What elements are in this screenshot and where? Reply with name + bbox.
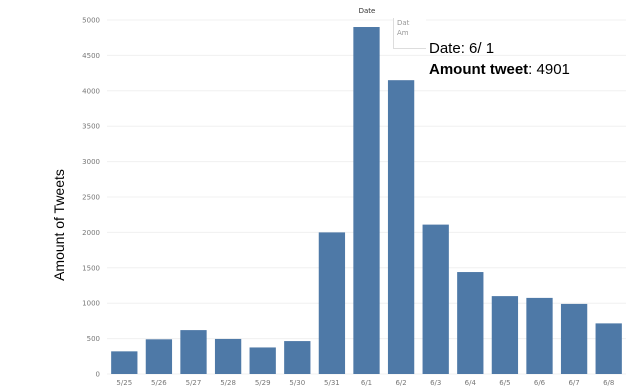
x-tick-label: 5/26: [151, 379, 167, 387]
x-tick-label: 5/29: [255, 379, 271, 387]
y-tick-label: 3500: [82, 123, 100, 131]
x-tick-label: 6/4: [465, 379, 477, 387]
x-tick-label: 6/3: [430, 379, 441, 387]
annotation-amount-label: Amount tweet: [429, 61, 529, 78]
annotation-date-row: Date: 6/ 1: [429, 38, 570, 59]
annotation-date-label: Date: [429, 40, 461, 57]
bar-5-31[interactable]: [318, 232, 346, 374]
y-tick-label: 0: [96, 371, 100, 379]
y-tick-label: 500: [87, 335, 100, 343]
tooltip-fragment: Dat Am: [393, 18, 426, 49]
y-tick-label: 5000: [82, 17, 100, 25]
bar-6-5[interactable]: [491, 296, 519, 374]
x-tick-label: 5/31: [324, 379, 340, 387]
bar-5-27[interactable]: [180, 330, 207, 374]
y-tick-label: 4500: [82, 52, 100, 60]
bar-6-2[interactable]: [387, 80, 415, 375]
chart-title: Date: [359, 7, 376, 15]
y-tick-label: 3000: [82, 158, 100, 166]
bar-6-8[interactable]: [595, 323, 622, 374]
x-tick-label: 6/5: [499, 379, 510, 387]
y-axis-ticks: 0 500 1000 1500 2000 2500 3000 3500 4000 4500 5000: [82, 17, 100, 379]
bar-6-1[interactable]: [353, 27, 380, 375]
y-tick-label: 4000: [82, 87, 100, 95]
bar-5-30[interactable]: [284, 341, 311, 374]
annotation-amount-row: Amount tweet: 4901: [429, 59, 570, 80]
bar-6-6[interactable]: [526, 297, 553, 374]
y-tick-label: 2000: [82, 229, 100, 237]
y-tick-label: 1000: [82, 300, 100, 308]
x-tick-label: 5/30: [289, 379, 305, 387]
y-axis-label: Amount of Tweets: [51, 169, 67, 281]
x-tick-label: 5/28: [220, 379, 236, 387]
hover-annotation: Date: 6/ 1 Amount tweet: 4901: [429, 38, 570, 80]
x-tick-label: 6/8: [603, 379, 614, 387]
bar-6-4[interactable]: [457, 272, 484, 374]
x-tick-label: 6/7: [568, 379, 579, 387]
x-tick-label: 6/2: [395, 379, 406, 387]
bar-6-7[interactable]: [560, 303, 588, 374]
x-tick-label: 5/25: [116, 379, 132, 387]
bar-5-29[interactable]: [249, 347, 276, 374]
bar-5-25[interactable]: [111, 351, 138, 374]
bar-5-26[interactable]: [145, 339, 173, 374]
y-tick-label: 1500: [82, 264, 100, 272]
x-tick-label: 5/27: [186, 379, 202, 387]
x-tick-label: 6/6: [534, 379, 546, 387]
tooltip-line-2: Am: [397, 29, 409, 37]
bars: [111, 27, 622, 375]
x-axis-ticks: 5/25 5/26 5/27 5/28 5/29 5/30 5/31 6/1 6/2 6/3 6/4…: [116, 379, 614, 387]
x-tick-label: 6/1: [361, 379, 372, 387]
annotation-date-value: : 6/ 1: [460, 40, 495, 57]
bar-5-28[interactable]: [214, 338, 242, 374]
tooltip-line-1: Dat: [397, 19, 410, 27]
annotation-amount-value: : 4901: [528, 61, 570, 78]
y-tick-label: 2500: [82, 194, 100, 202]
bar-6-3[interactable]: [422, 224, 449, 374]
